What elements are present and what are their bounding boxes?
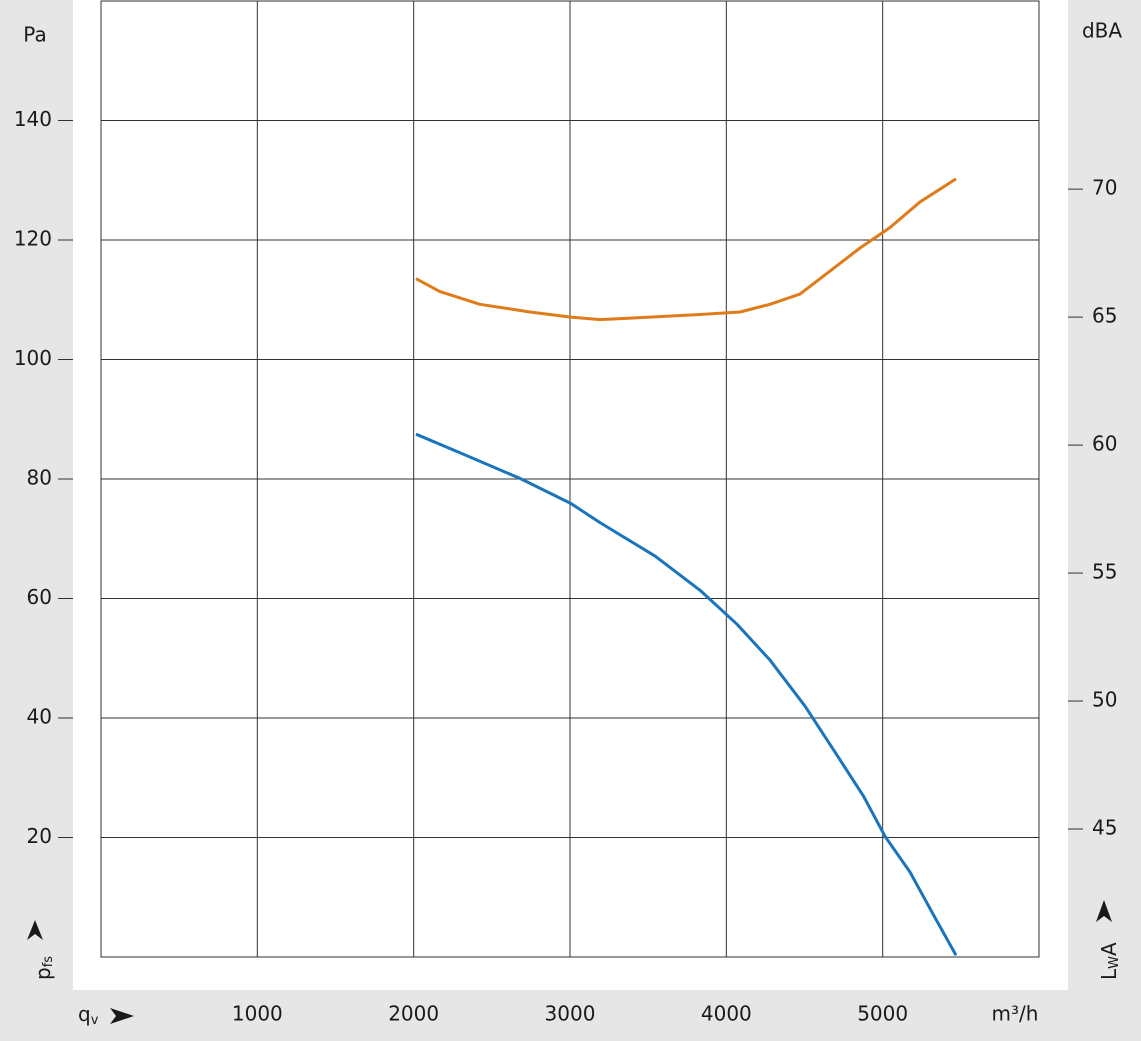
x-label: qv [78, 1002, 99, 1028]
curve [415, 432, 958, 956]
y2-tick-label: 55 [1092, 560, 1117, 584]
y-unit: Pa [23, 23, 46, 47]
y2-tick-label: 70 [1092, 176, 1117, 200]
x-unit: m³/h [992, 1002, 1039, 1026]
x-label-sub: v [91, 1013, 99, 1028]
plot-frame [100, 0, 1040, 958]
right-strip [1068, 0, 1141, 1041]
x-tick-label: 4000 [701, 1002, 752, 1026]
x-tick-label: 1000 [232, 1002, 283, 1026]
y-label-sub: fs [41, 956, 56, 968]
y-tick-label: 20 [27, 824, 52, 848]
x-tick-label: 3000 [545, 1002, 596, 1026]
y2-tick-label: 65 [1092, 304, 1117, 328]
curve [415, 177, 957, 322]
x-label-main: q [78, 1002, 91, 1026]
left-strip [0, 0, 73, 1041]
y2-tick-label: 60 [1092, 432, 1117, 456]
y-label: pfs [31, 956, 56, 980]
x-tick-label: 2000 [388, 1002, 439, 1026]
bottom-strip [0, 990, 1141, 1041]
y-tick-label: 60 [27, 585, 52, 609]
y-arrow [27, 920, 43, 940]
y-tick-label: 100 [14, 346, 52, 370]
y2-label-main: L [1097, 968, 1121, 980]
y2-unit: dBA [1082, 19, 1122, 43]
y2-tick-label: 50 [1092, 688, 1117, 712]
x-arrow [110, 1008, 134, 1024]
y-tick-label: 40 [27, 705, 52, 729]
y2-label: LWA [1097, 942, 1122, 980]
y-tick-label: 140 [14, 107, 52, 131]
y2-label-sub: W [1107, 956, 1122, 969]
y2-tick-label: 45 [1092, 816, 1117, 840]
y2-label-end: A [1097, 942, 1121, 956]
y-label-main: p [31, 967, 55, 980]
y-tick-label: 80 [27, 466, 52, 490]
y-tick-label: 120 [14, 227, 52, 251]
y2-arrow [1096, 900, 1112, 922]
x-tick-label: 5000 [857, 1002, 908, 1026]
